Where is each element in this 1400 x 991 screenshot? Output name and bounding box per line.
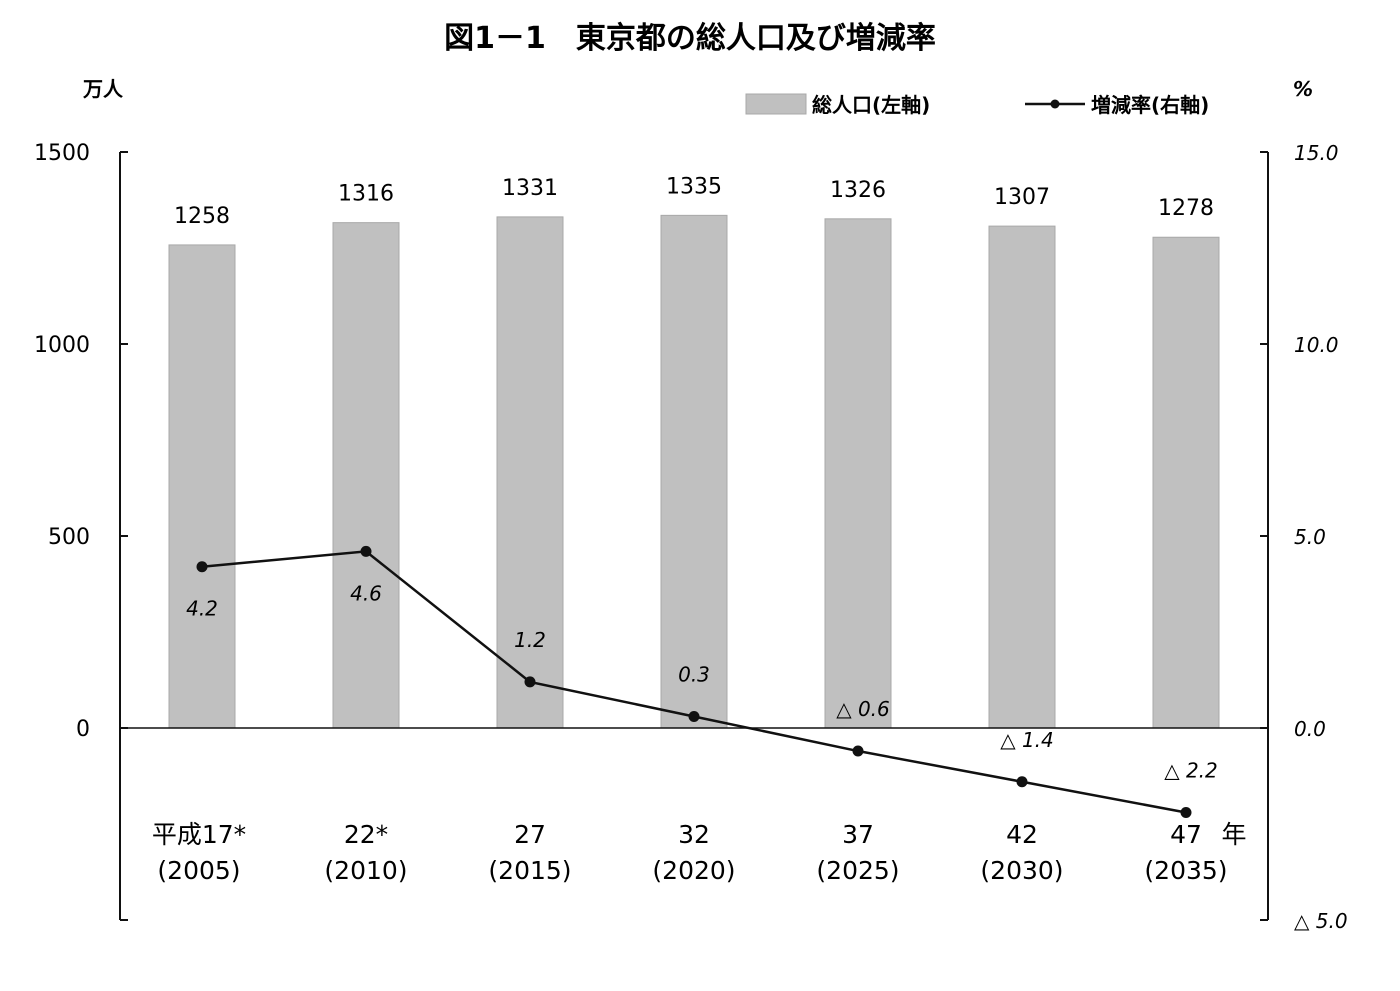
category-year-label: (2025) <box>816 856 899 885</box>
legend-label-bars: 総人口(左軸) <box>812 93 930 117</box>
population-bar <box>496 216 564 729</box>
rate-marker <box>1180 806 1192 818</box>
category-year-label: (2030) <box>980 856 1063 885</box>
population-bar <box>168 244 236 729</box>
population-bar <box>824 218 892 729</box>
rate-value-labels: 4.2 4.6 1.2 0.3 △ 0.6 △ 1.4 △ 2.2 <box>186 581 1218 782</box>
legend: 総人口(左軸) 増減率(右軸) <box>745 93 1209 117</box>
right-axis-unit: % <box>1293 77 1313 101</box>
rate-value-label: △ 2.2 <box>1164 758 1218 782</box>
right-tick-label: 0.0 <box>1294 717 1326 741</box>
population-bar-label: 1316 <box>338 182 394 207</box>
right-tick-label: 10.0 <box>1294 333 1339 357</box>
rate-marker <box>360 545 372 557</box>
chart-title: 図1－1 東京都の総人口及び増減率 <box>444 21 936 56</box>
population-bar-label: 1278 <box>1158 196 1214 221</box>
rate-value-label: △ 0.6 <box>836 697 890 721</box>
rate-marker <box>1016 776 1028 788</box>
right-tick-label: 15.0 <box>1294 141 1339 165</box>
population-bar-label: 1335 <box>666 174 722 199</box>
category-year-label: (2035) <box>1144 856 1227 885</box>
rate-value-label: △ 1.4 <box>1000 728 1054 752</box>
rate-value-label: 4.2 <box>186 597 218 621</box>
rate-value-label: 1.2 <box>514 628 546 652</box>
left-axis-unit: 万人 <box>82 77 124 101</box>
rate-series <box>196 545 1192 818</box>
category-era-label: 37 <box>842 820 874 849</box>
bar-value-labels: 1258 1316 1331 1335 1326 1307 1278 <box>174 174 1214 229</box>
category-era-label: 平成17* <box>152 820 246 849</box>
population-bar-label: 1307 <box>994 185 1050 210</box>
population-bar <box>660 214 728 729</box>
rate-value-label: 4.6 <box>350 581 382 605</box>
bar-series <box>168 214 1220 729</box>
category-year-label: (2020) <box>652 856 735 885</box>
left-tick-label: 1500 <box>34 141 90 166</box>
left-tick-label: 0 <box>76 717 90 742</box>
right-tick-label: 5.0 <box>1294 525 1326 549</box>
category-era-label: 32 <box>678 820 710 849</box>
category-year-label: (2010) <box>324 856 407 885</box>
right-axis-ticks: △ 5.0 0.0 5.0 10.0 15.0 <box>1260 141 1348 933</box>
rate-marker <box>852 745 864 757</box>
left-tick-label: 500 <box>48 525 90 550</box>
population-bar <box>332 222 400 729</box>
rate-value-label: 0.3 <box>678 662 710 686</box>
category-era-label: 47 <box>1170 820 1202 849</box>
rate-marker <box>196 561 208 573</box>
legend-swatch-marker <box>1050 99 1060 109</box>
rate-marker <box>524 676 536 688</box>
legend-swatch-bars <box>745 93 807 115</box>
population-bar <box>988 225 1056 729</box>
population-bar-label: 1258 <box>174 204 230 229</box>
category-era-label: 42 <box>1006 820 1038 849</box>
population-bar <box>1152 236 1220 729</box>
category-era-label: 27 <box>514 820 546 849</box>
left-axis-ticks: 0 500 1000 1500 <box>34 141 128 921</box>
category-year-label: (2005) <box>157 856 240 885</box>
legend-label-line: 増減率(右軸) <box>1091 93 1209 117</box>
category-labels: 平成17* (2005) 22* (2010) 27 (2015) 32 (2020) 37 (2… <box>152 820 1228 885</box>
x-axis-unit: 年 <box>1221 820 1246 849</box>
left-tick-label: 1000 <box>34 333 90 358</box>
category-year-label: (2015) <box>488 856 571 885</box>
category-era-label: 22* <box>344 820 388 849</box>
rate-marker <box>688 710 700 722</box>
right-tick-label: △ 5.0 <box>1294 909 1348 933</box>
population-bar-label: 1326 <box>830 178 886 203</box>
population-bar-label: 1331 <box>502 176 558 201</box>
